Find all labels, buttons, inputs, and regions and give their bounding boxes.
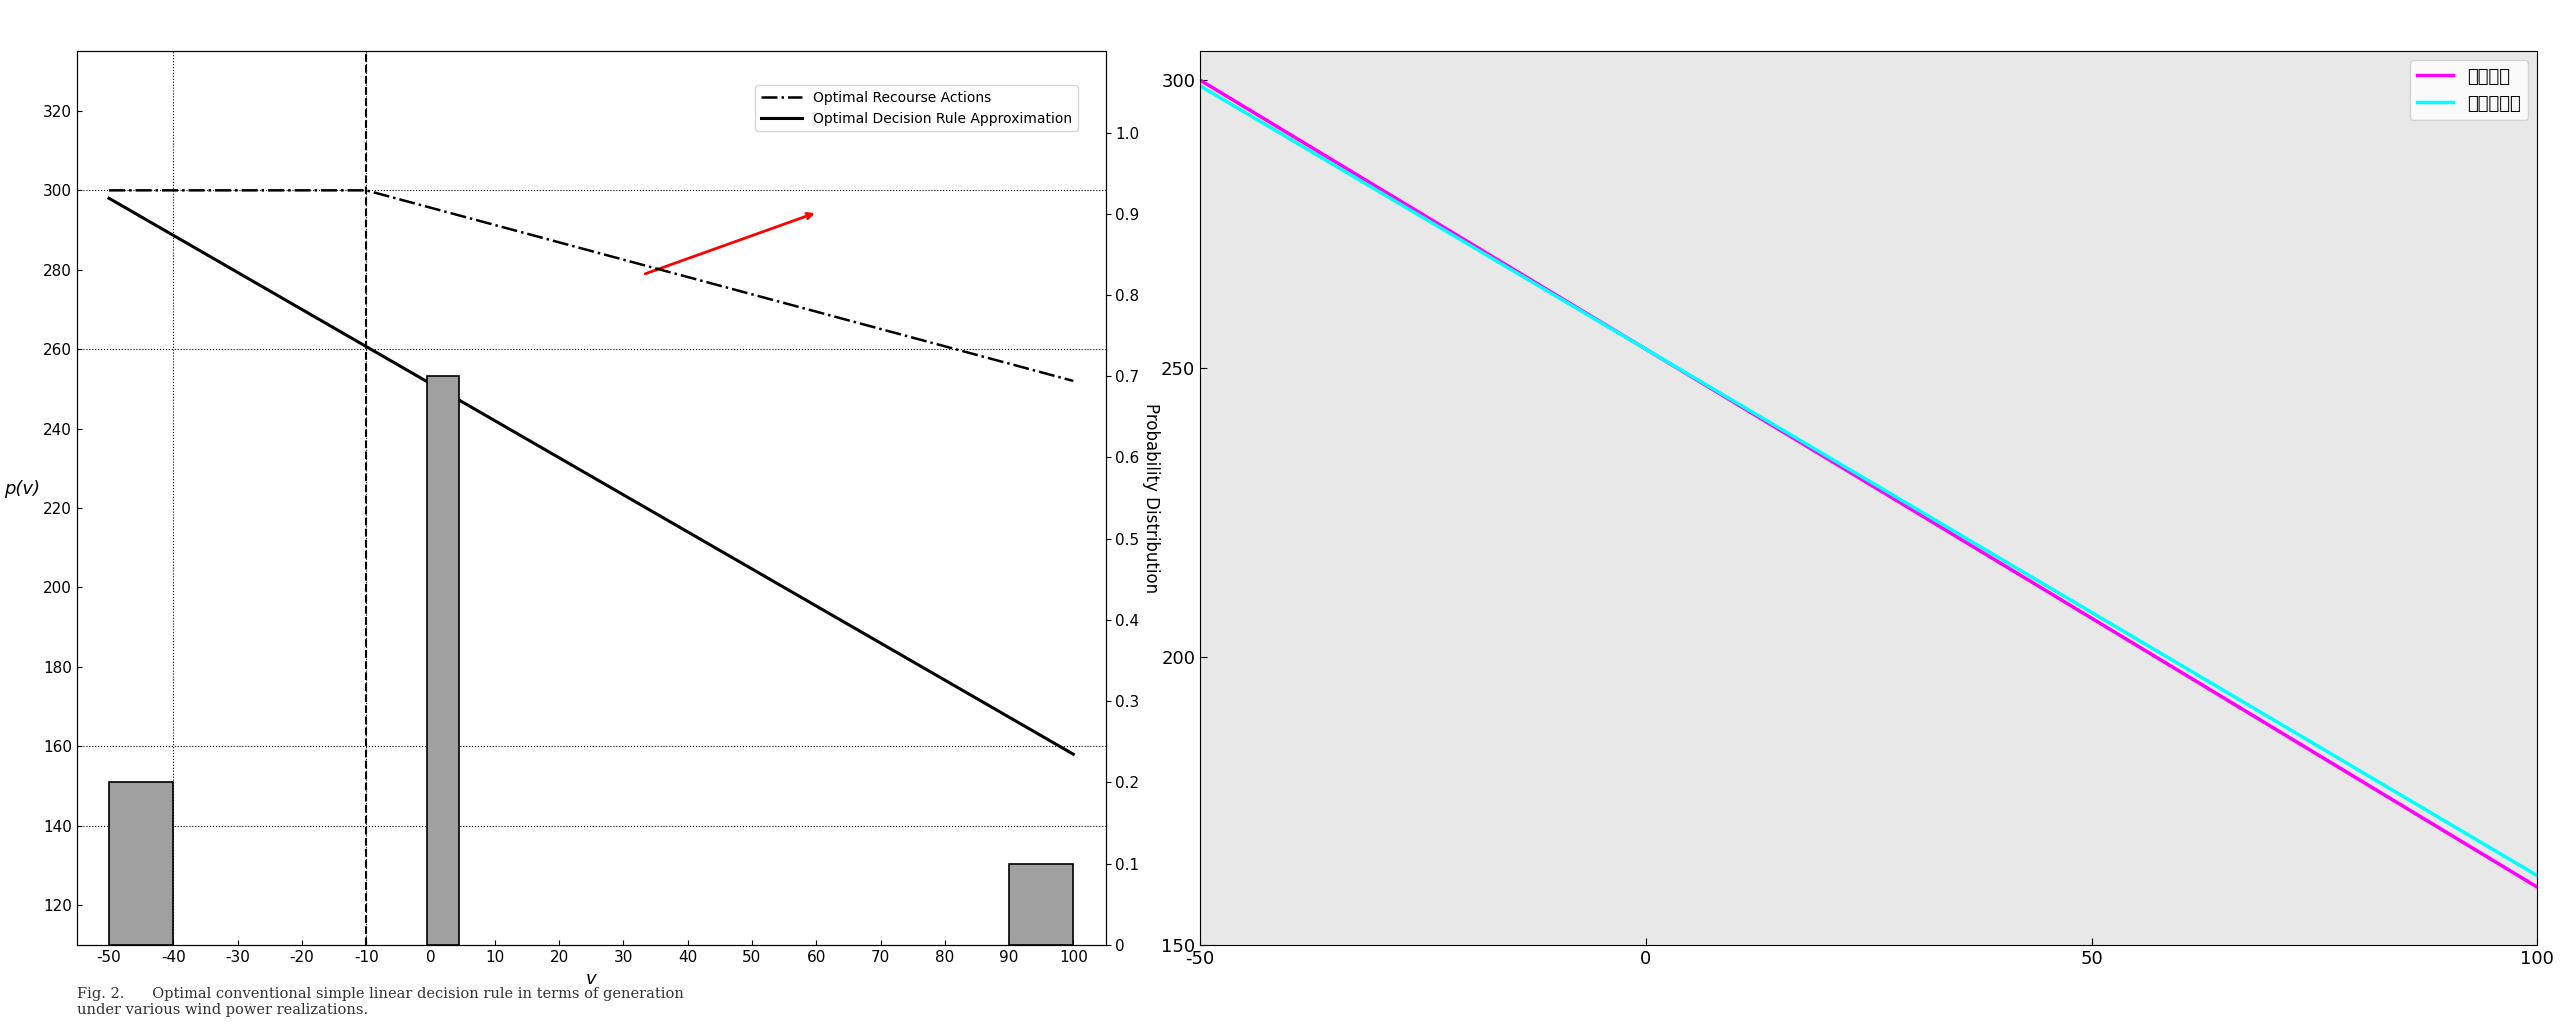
Optimal Recourse Actions [95, 184, 126, 196]
Optimal Recourse Actions [351, 184, 382, 196]
Legend: 线性近似, 确定性优化: 线性近似, 确定性优化 [2409, 61, 2527, 120]
Bar [1010, 864, 1074, 945]
Legend: Optimal Recourse Actions, Optimal Decision Rule Approximation: Optimal Recourse Actions, Optimal Decisi… [756, 85, 1079, 131]
Bar [428, 376, 459, 945]
Text: Fig. 2.      Optimal conventional simple linear decision rule in terms of genera: Fig. 2. Optimal conventional simple line… [77, 987, 684, 1017]
Y-axis label: Probability Distribution: Probability Distribution [1143, 403, 1161, 594]
Bar [110, 783, 174, 945]
Y-axis label: p(v): p(v) [5, 480, 41, 498]
Optimal Recourse Actions [1059, 375, 1089, 387]
X-axis label: v: v [587, 971, 597, 988]
Line: Optimal Recourse Actions: Optimal Recourse Actions [110, 190, 1074, 381]
